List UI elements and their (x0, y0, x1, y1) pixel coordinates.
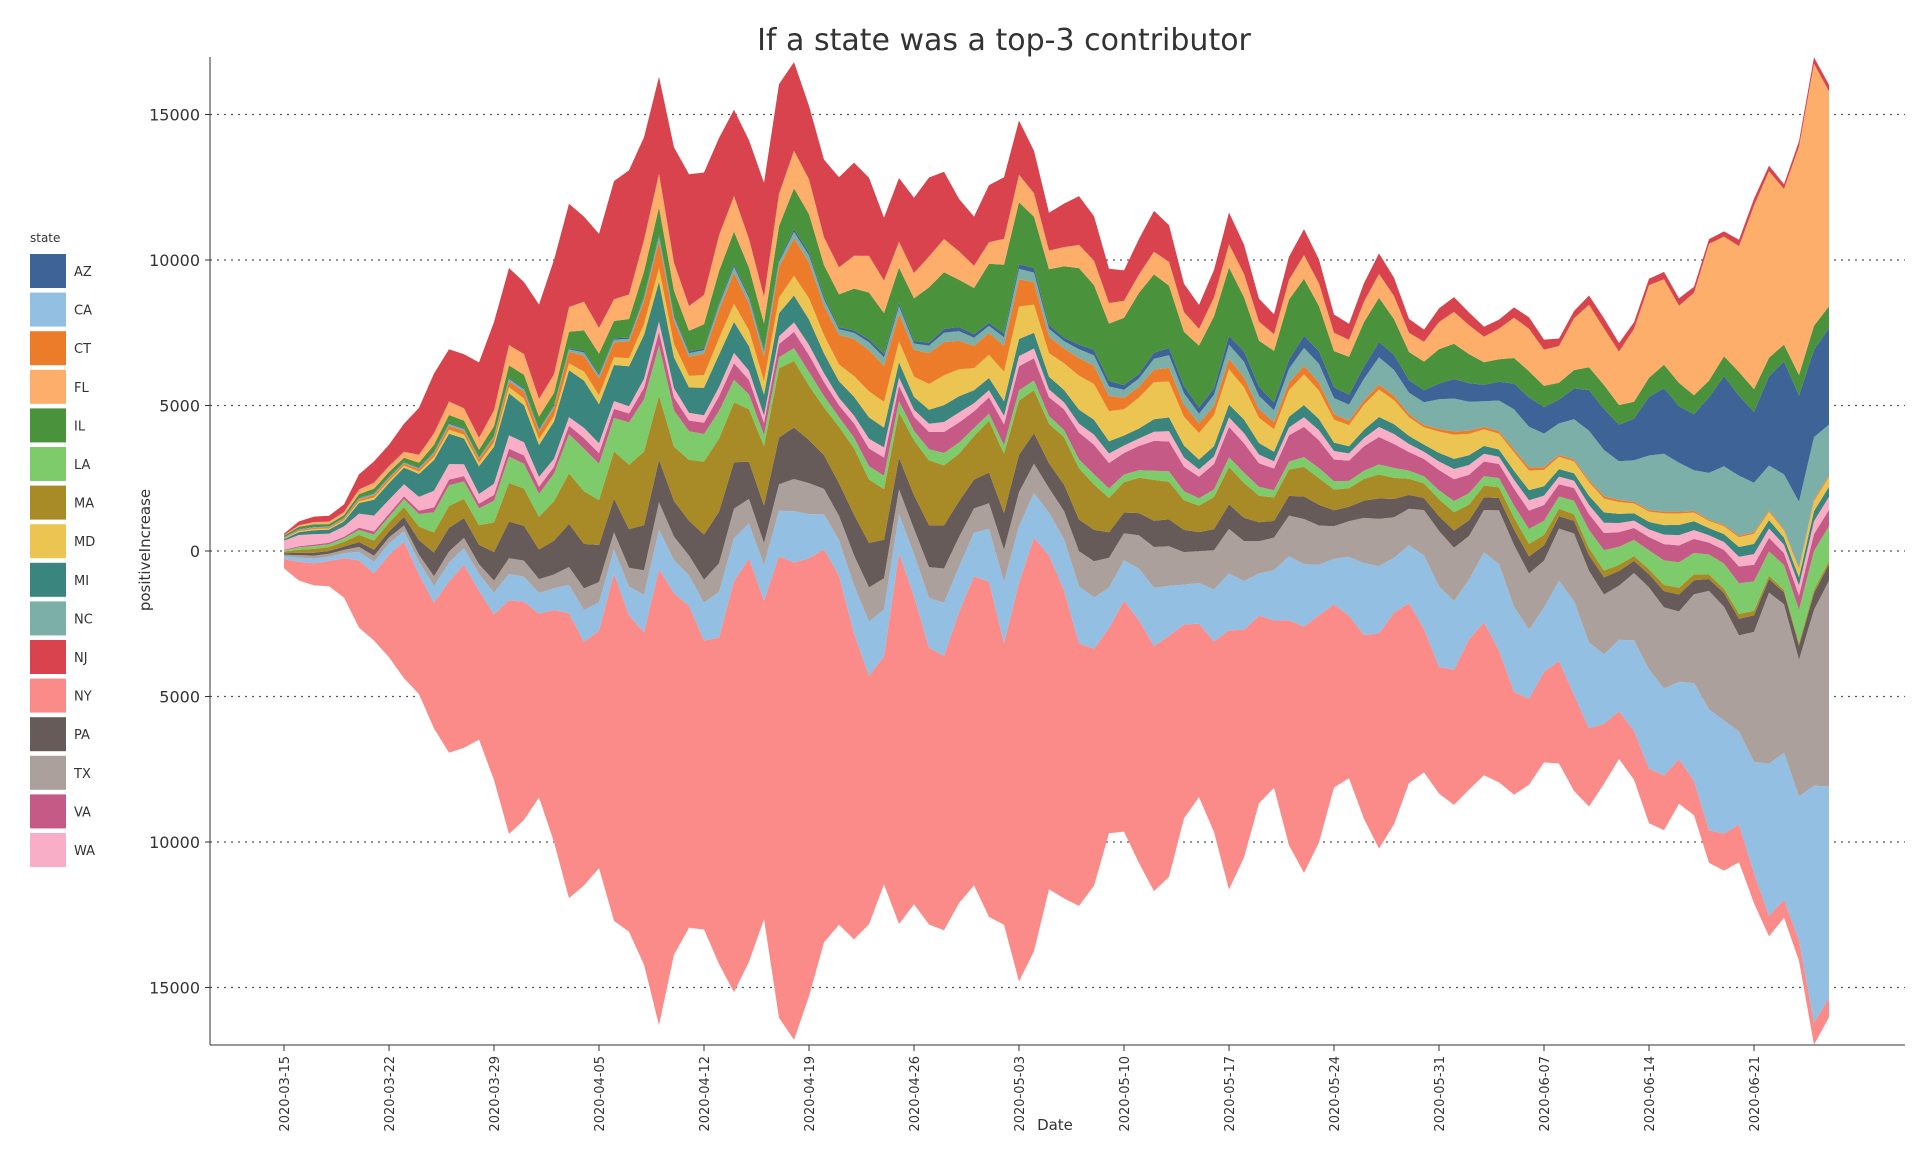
legend-swatch-nc (30, 601, 66, 636)
legend-label-ca: CA (74, 304, 92, 319)
legend-label-va: VA (74, 805, 91, 820)
x-tick-label: 2020-04-12 (698, 1056, 713, 1132)
legend-label-nc: NC (74, 612, 93, 627)
legend-label-tx: TX (73, 767, 91, 782)
y-tick-label: 15000 (149, 106, 200, 125)
x-tick-label: 2020-03-22 (383, 1056, 398, 1132)
x-axis-label: Date (1037, 1116, 1073, 1134)
stream-ny (284, 537, 1829, 1045)
stream-la (284, 345, 1829, 643)
legend-swatch-il (30, 408, 66, 443)
x-tick-label: 2020-04-05 (593, 1056, 608, 1132)
axes-layer: 15000 10000 5000 0 5000 10000 15000 2020-03-15 2… (149, 57, 1905, 1132)
legend-swatch-va (30, 794, 66, 829)
legend-label-nj: NJ (74, 651, 88, 666)
legend-label-la: LA (74, 458, 91, 473)
legend-label-fl: FL (74, 381, 89, 396)
stream-nj (284, 57, 1829, 535)
legend-swatch-mi (30, 562, 66, 597)
legend-label-md: MD (74, 535, 95, 550)
y-tick-label: 10000 (149, 251, 200, 270)
y-tick-label: 10000 (149, 833, 200, 852)
legend-swatch-md (30, 524, 66, 559)
legend-swatch-ny (30, 678, 66, 713)
x-tick-label: 2020-05-10 (1118, 1056, 1133, 1132)
x-tick-label: 2020-05-17 (1223, 1056, 1238, 1132)
legend-label-az: AZ (74, 265, 92, 280)
legend-swatch-pa (30, 717, 66, 752)
legend-swatch-ct (30, 331, 66, 366)
legend-label-ny: NY (74, 690, 92, 705)
legend-swatch-ca (30, 292, 66, 327)
chart-title: If a state was a top-3 contributor (757, 23, 1251, 58)
stream-il (284, 188, 1829, 538)
stream-ct (284, 238, 1829, 569)
y-axis-label: positiveIncrease (136, 489, 154, 611)
x-tick-label: 2020-06-21 (1748, 1056, 1763, 1132)
stream-tx (284, 463, 1829, 797)
legend-swatch-fl (30, 369, 66, 404)
legend-swatch-nj (30, 640, 66, 674)
x-tick-label: 2020-05-31 (1433, 1056, 1448, 1132)
legend: state AZ CA CT FL IL LA MA MD MI NC NJ NY PA TX VA WA (30, 231, 95, 867)
legend-swatch-wa (30, 833, 66, 867)
legend-swatch-ma (30, 485, 66, 520)
legend-swatch-az (30, 254, 66, 288)
legend-label-wa: WA (74, 844, 95, 859)
x-tick-label: 2020-04-19 (803, 1056, 818, 1132)
legend-label-pa: PA (74, 728, 90, 743)
stream-ca (284, 493, 1829, 1023)
legend-swatch-la (30, 447, 66, 481)
x-tick-label: 2020-05-03 (1013, 1056, 1028, 1132)
y-tick-label: 0 (190, 542, 200, 561)
legend-swatch-tx (30, 755, 66, 790)
stream-layer (284, 57, 1829, 1045)
y-tick-label: 15000 (149, 979, 200, 998)
x-tick-label: 2020-05-24 (1328, 1056, 1343, 1132)
y-tick-label: 5000 (159, 688, 200, 707)
legend-label-mi: MI (74, 574, 89, 589)
legend-label-ct: CT (74, 342, 91, 357)
x-tick-label: 2020-06-14 (1643, 1056, 1658, 1132)
stream-mi (284, 281, 1829, 586)
legend-label-il: IL (74, 419, 86, 434)
x-tick-label: 2020-03-15 (278, 1056, 293, 1132)
stream-pa (284, 427, 1829, 660)
legend-title: state (30, 231, 60, 245)
legend-label-ma: MA (74, 497, 94, 512)
stream-ma (284, 361, 1829, 646)
x-tick-label: 2020-06-07 (1538, 1056, 1553, 1132)
y-tick-label: 5000 (159, 397, 200, 416)
x-tick-label: 2020-04-26 (908, 1056, 923, 1132)
x-tick-label: 2020-03-29 (488, 1056, 503, 1132)
